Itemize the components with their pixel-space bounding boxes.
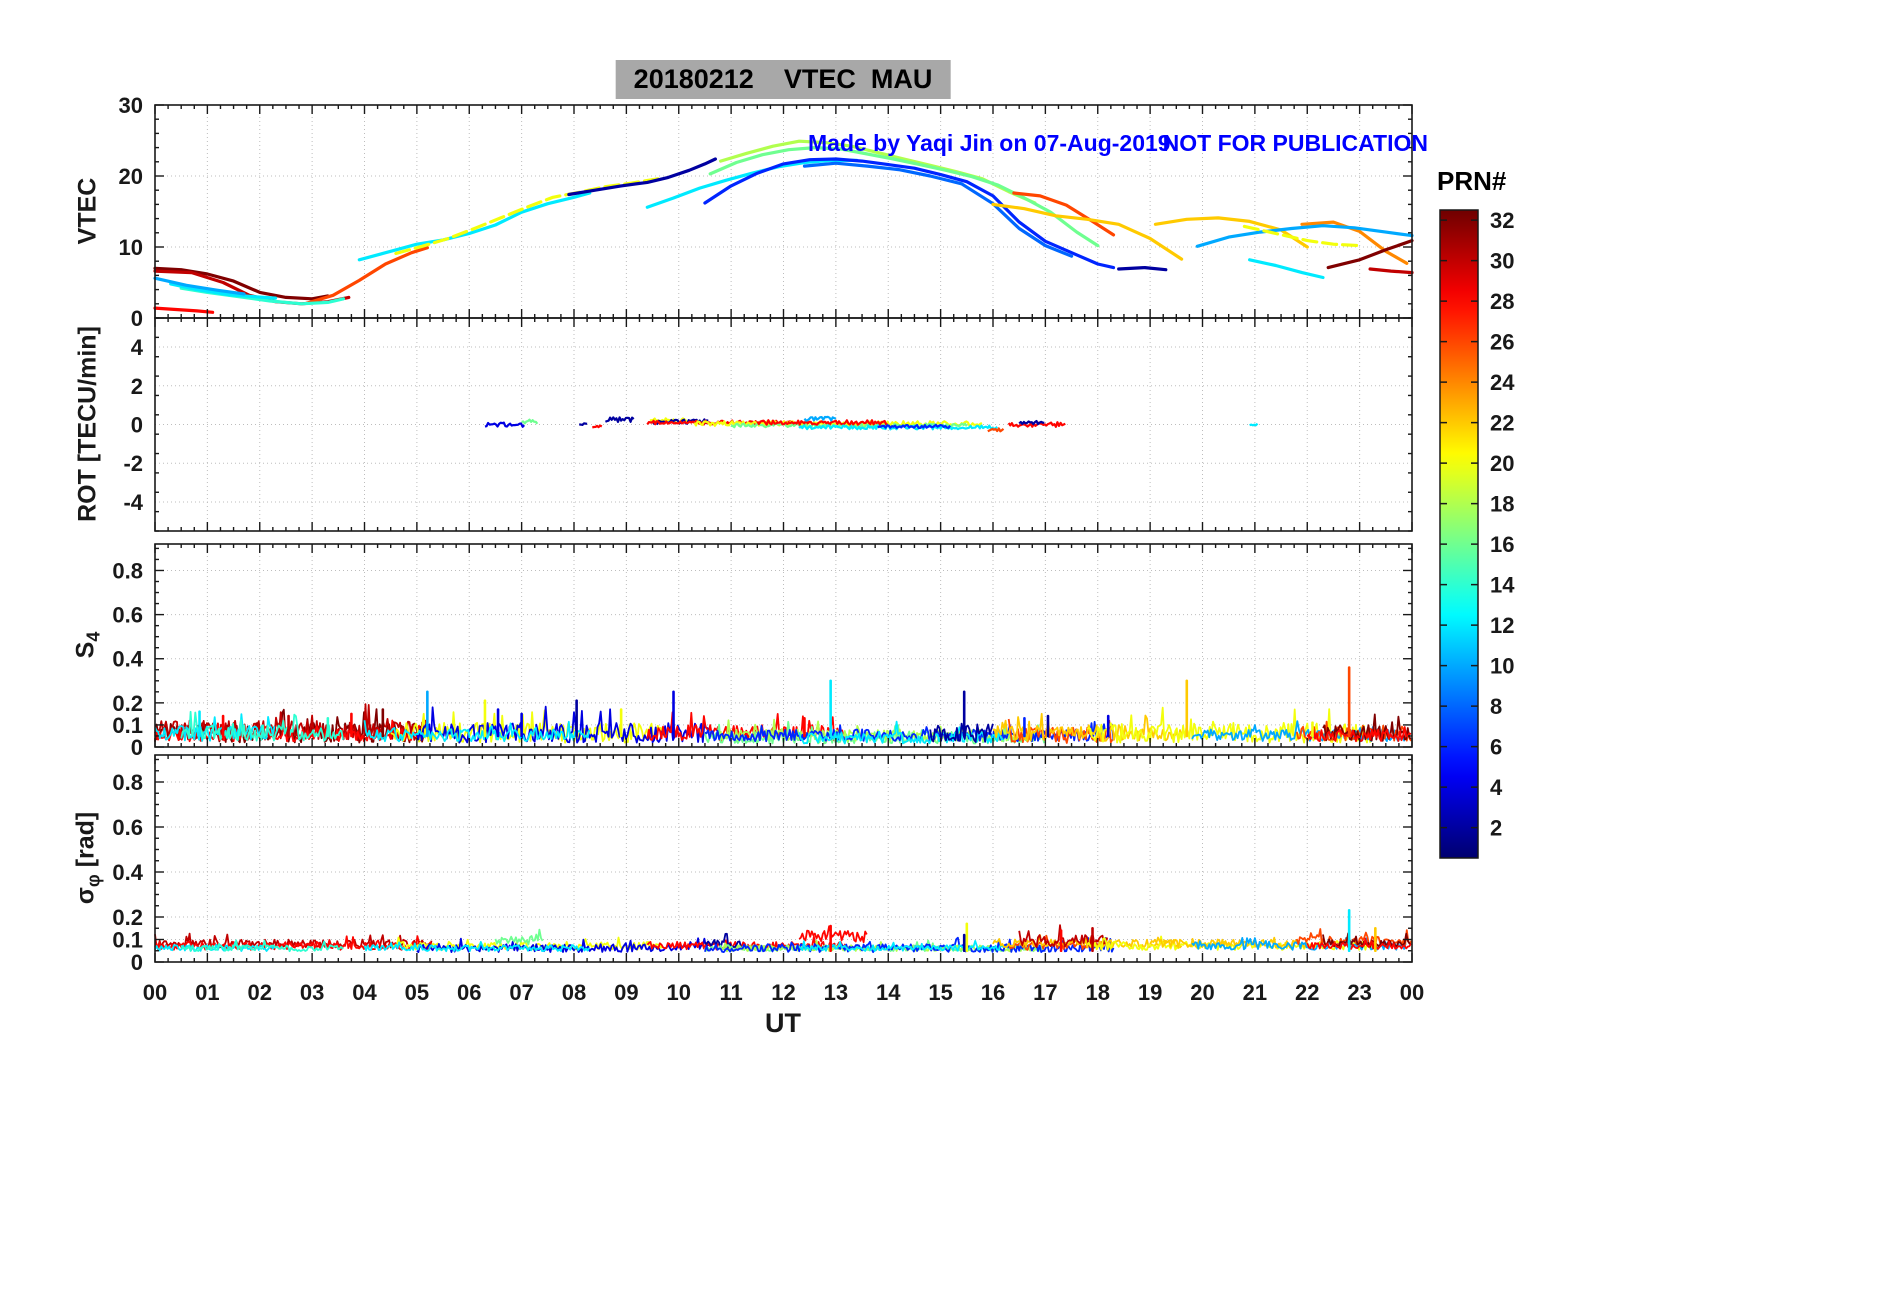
colorbar-tick-label: 28 bbox=[1490, 289, 1514, 314]
x-tick-label: 00 bbox=[143, 980, 167, 1005]
x-tick-label: 13 bbox=[824, 980, 848, 1005]
publication-warning: NOT FOR PUBLICATION bbox=[1162, 130, 1428, 156]
x-tick-label: 22 bbox=[1295, 980, 1319, 1005]
y-axis-label-sigma-rest: [rad] bbox=[71, 811, 100, 875]
x-tick-label: 23 bbox=[1347, 980, 1371, 1005]
y-axis-label-rot-text: ROT [TECU/min] bbox=[73, 326, 102, 522]
colorbar-tick-label: 8 bbox=[1490, 694, 1502, 719]
x-tick-label: 14 bbox=[876, 980, 901, 1005]
x-tick-label: 11 bbox=[719, 980, 742, 1005]
x-tick-label: 20 bbox=[1190, 980, 1214, 1005]
y-tick-label: 0.6 bbox=[112, 603, 143, 628]
y-tick-label: 2 bbox=[131, 374, 143, 399]
y-tick-label: 30 bbox=[119, 93, 143, 118]
y-tick-label: 0 bbox=[131, 735, 143, 760]
y-tick-label: -2 bbox=[123, 451, 143, 476]
y-axis-label-s4-sub: 4 bbox=[83, 631, 104, 642]
colorbar-tick-label: 26 bbox=[1490, 330, 1514, 355]
colorbar-tick-label: 18 bbox=[1490, 492, 1514, 517]
x-tick-label: 17 bbox=[1033, 980, 1057, 1005]
y-axis-label-s4-main: S bbox=[71, 641, 100, 659]
y-tick-label: 0 bbox=[131, 950, 143, 975]
y-tick-label: 10 bbox=[119, 235, 143, 260]
colorbar-tick-label: 14 bbox=[1490, 573, 1515, 598]
colorbar-tick-label: 2 bbox=[1490, 816, 1502, 841]
x-tick-label: 18 bbox=[1086, 980, 1110, 1005]
x-tick-label: 08 bbox=[562, 980, 586, 1005]
colorbar-tick-label: 6 bbox=[1490, 735, 1502, 760]
x-tick-label: 05 bbox=[405, 980, 429, 1005]
y-tick-label: 4 bbox=[131, 335, 144, 360]
y-axis-label-sigma-main: σ bbox=[71, 887, 100, 905]
colorbar-tick-label: 22 bbox=[1490, 411, 1514, 436]
colorbar-tick-label: 30 bbox=[1490, 249, 1514, 274]
prn-colorbar bbox=[1439, 209, 1479, 859]
x-tick-label: 04 bbox=[352, 980, 377, 1005]
colorbar-tick-label: 10 bbox=[1490, 654, 1514, 679]
y-tick-label: 0.2 bbox=[112, 691, 143, 716]
colorbar-tick-label: 32 bbox=[1490, 208, 1514, 233]
x-tick-label: 03 bbox=[300, 980, 324, 1005]
colorbar-tick-label: 24 bbox=[1490, 370, 1515, 395]
y-tick-label: 0.8 bbox=[112, 558, 143, 583]
y-tick-label: 0.4 bbox=[112, 647, 143, 672]
y-tick-label: 0 bbox=[131, 413, 143, 438]
colorbar-tick-label: 16 bbox=[1490, 532, 1514, 557]
y-axis-label-vtec: VTEC bbox=[74, 178, 103, 245]
colorbar-tick-label: 20 bbox=[1490, 451, 1514, 476]
y-tick-label: 0 bbox=[131, 306, 143, 331]
chart-title: 20180212 VTEC MAU bbox=[615, 60, 951, 99]
y-axis-label-rot: ROT [TECU/min] bbox=[74, 326, 103, 522]
x-tick-label: 19 bbox=[1138, 980, 1162, 1005]
x-tick-label: 21 bbox=[1243, 980, 1267, 1005]
y-tick-label: 0.6 bbox=[112, 815, 143, 840]
x-tick-label: 16 bbox=[981, 980, 1005, 1005]
x-tick-label: 09 bbox=[614, 980, 638, 1005]
x-tick-label: 15 bbox=[928, 980, 952, 1005]
credit-text: Made by Yaqi Jin on 07-Aug-2019 bbox=[808, 130, 1171, 156]
x-tick-label: 00 bbox=[1400, 980, 1424, 1005]
colorbar-tick-label: 12 bbox=[1490, 613, 1514, 638]
y-tick-label: 0.2 bbox=[112, 905, 143, 930]
y-axis-label-sigma-sub: φ bbox=[83, 874, 104, 888]
y-tick-label: -4 bbox=[123, 490, 143, 515]
y-axis-label-sigma: σφ [rad] bbox=[72, 812, 105, 905]
x-axis-label: UT bbox=[765, 1008, 801, 1038]
y-tick-label: 20 bbox=[119, 164, 143, 189]
x-tick-label: 06 bbox=[457, 980, 481, 1005]
y-tick-label: 0.1 bbox=[112, 928, 143, 953]
x-tick-label: 12 bbox=[771, 980, 795, 1005]
x-tick-label: 07 bbox=[509, 980, 533, 1005]
colorbar-tick-label: 4 bbox=[1490, 775, 1503, 800]
x-tick-label: 01 bbox=[195, 980, 219, 1005]
colorbar-title: PRN# bbox=[1437, 166, 1507, 196]
x-tick-label: 10 bbox=[667, 980, 691, 1005]
y-axis-label-vtec-text: VTEC bbox=[73, 177, 102, 245]
y-tick-label: 0.4 bbox=[112, 860, 143, 885]
y-tick-label: 0.8 bbox=[112, 770, 143, 795]
y-axis-label-s4: S4 bbox=[72, 632, 105, 659]
x-tick-label: 02 bbox=[248, 980, 272, 1005]
y-tick-label: 0.1 bbox=[112, 713, 143, 738]
